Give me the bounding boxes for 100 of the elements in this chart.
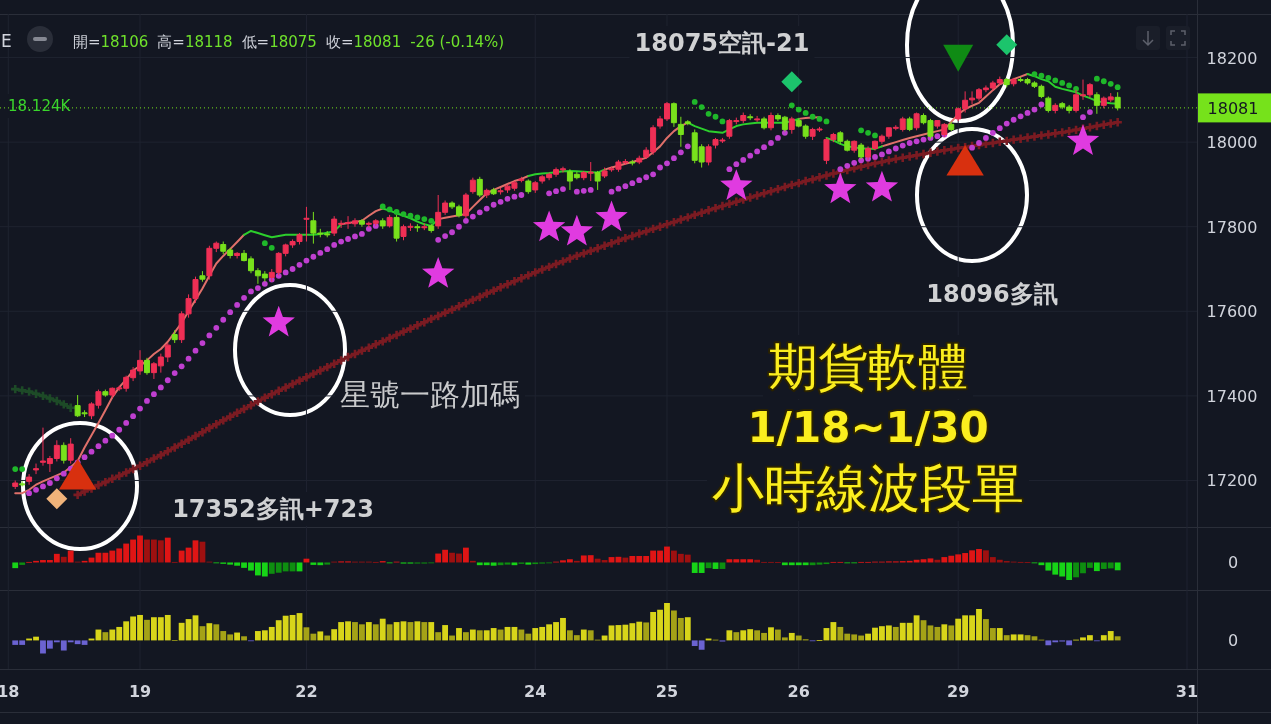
bar: [456, 628, 462, 641]
candlestick: [906, 116, 913, 132]
annotation: 小時線波段單: [712, 458, 1024, 518]
candlestick: [386, 214, 393, 229]
point: [261, 240, 268, 247]
bar: [788, 632, 795, 641]
annotation: 開=18106: [73, 33, 149, 51]
annotation: 低=18075: [241, 33, 317, 51]
candlestick: [636, 155, 643, 165]
candlestick: [1093, 91, 1100, 115]
point: [422, 257, 455, 288]
candlestick: [851, 139, 858, 154]
candlestick: [629, 159, 636, 166]
candlestick: [677, 116, 684, 148]
bar: [1093, 562, 1100, 572]
candlestick: [532, 180, 539, 194]
candlestick: [199, 270, 206, 283]
bar: [12, 562, 19, 569]
annotation: 高=18118: [157, 33, 233, 51]
y-tick-label: 18000: [1206, 133, 1258, 153]
candlestick: [414, 223, 421, 233]
bar: [476, 630, 483, 641]
bar: [996, 628, 1003, 641]
bar: [414, 621, 421, 641]
bar: [726, 630, 733, 641]
bar: [386, 624, 393, 641]
point: [946, 145, 984, 176]
candlestick: [767, 112, 774, 131]
bar: [463, 547, 469, 563]
bar: [435, 632, 442, 641]
bar: [379, 618, 386, 641]
annotation: 18096多訊: [926, 280, 1058, 308]
bar: [164, 537, 171, 563]
x-tick-label: 31: [1175, 682, 1199, 701]
candlestick: [428, 223, 435, 234]
candlestick: [303, 206, 310, 243]
point: [1059, 80, 1066, 86]
candlestick: [12, 479, 19, 490]
candlestick: [469, 177, 476, 195]
candlestick: [761, 116, 768, 130]
point: [407, 212, 414, 219]
y-tick-label: 17400: [1206, 386, 1258, 406]
candlestick: [358, 218, 365, 228]
point: [865, 129, 871, 136]
y-tick-label: 17200: [1206, 471, 1258, 491]
point: [698, 104, 705, 110]
candlestick: [102, 389, 109, 398]
ref-line-label: 18081: [1207, 98, 1259, 118]
point: [268, 244, 275, 251]
candlestick: [788, 116, 795, 135]
point: [532, 210, 566, 242]
bar: [525, 562, 532, 565]
annotation: 星號一路加碼: [340, 377, 520, 412]
point: [823, 118, 830, 125]
bar: [102, 632, 109, 641]
candlestick: [483, 188, 490, 199]
candlestick: [525, 178, 532, 195]
point: [560, 214, 594, 246]
bar: [372, 624, 379, 641]
candlestick: [60, 441, 67, 465]
annotation: -26 (-0.14%): [410, 33, 505, 51]
bar: [719, 562, 726, 569]
bar: [324, 562, 331, 565]
point: [858, 127, 865, 134]
point: [802, 110, 809, 116]
point: [1066, 124, 1100, 156]
annotation: 期貨軟體: [768, 338, 968, 396]
bar: [684, 617, 691, 641]
point: [421, 216, 428, 223]
candlestick: [33, 463, 40, 475]
point: [872, 132, 878, 139]
candlestick: [19, 480, 26, 487]
annotation: 17352多訊+723: [172, 495, 374, 523]
point: [788, 102, 795, 109]
point: [795, 106, 802, 113]
annotation: 18075空訊-21: [634, 29, 810, 57]
candlestick: [948, 121, 955, 132]
bar: [580, 629, 587, 641]
bar: [428, 622, 435, 641]
x-tick-label: 29: [947, 682, 970, 701]
point: [1038, 72, 1045, 79]
y-tick-label: 17600: [1206, 302, 1258, 322]
bar: [643, 622, 650, 641]
point: [712, 113, 719, 120]
point: [595, 200, 628, 232]
candlestick: [476, 176, 483, 198]
candlestick: [670, 101, 677, 128]
bar: [511, 562, 518, 566]
bar: [234, 632, 241, 641]
bar: [241, 636, 247, 641]
x-tick-label: 19: [128, 682, 152, 701]
bar: [19, 562, 26, 565]
annotation: 18.124K: [8, 97, 72, 115]
annotation: 1/18~1/30: [747, 403, 989, 452]
point: [1031, 71, 1038, 77]
point: [428, 217, 435, 224]
bar: [1114, 562, 1121, 571]
candlestick: [1052, 102, 1059, 114]
candlestick: [1010, 77, 1017, 87]
bar: [948, 625, 955, 641]
